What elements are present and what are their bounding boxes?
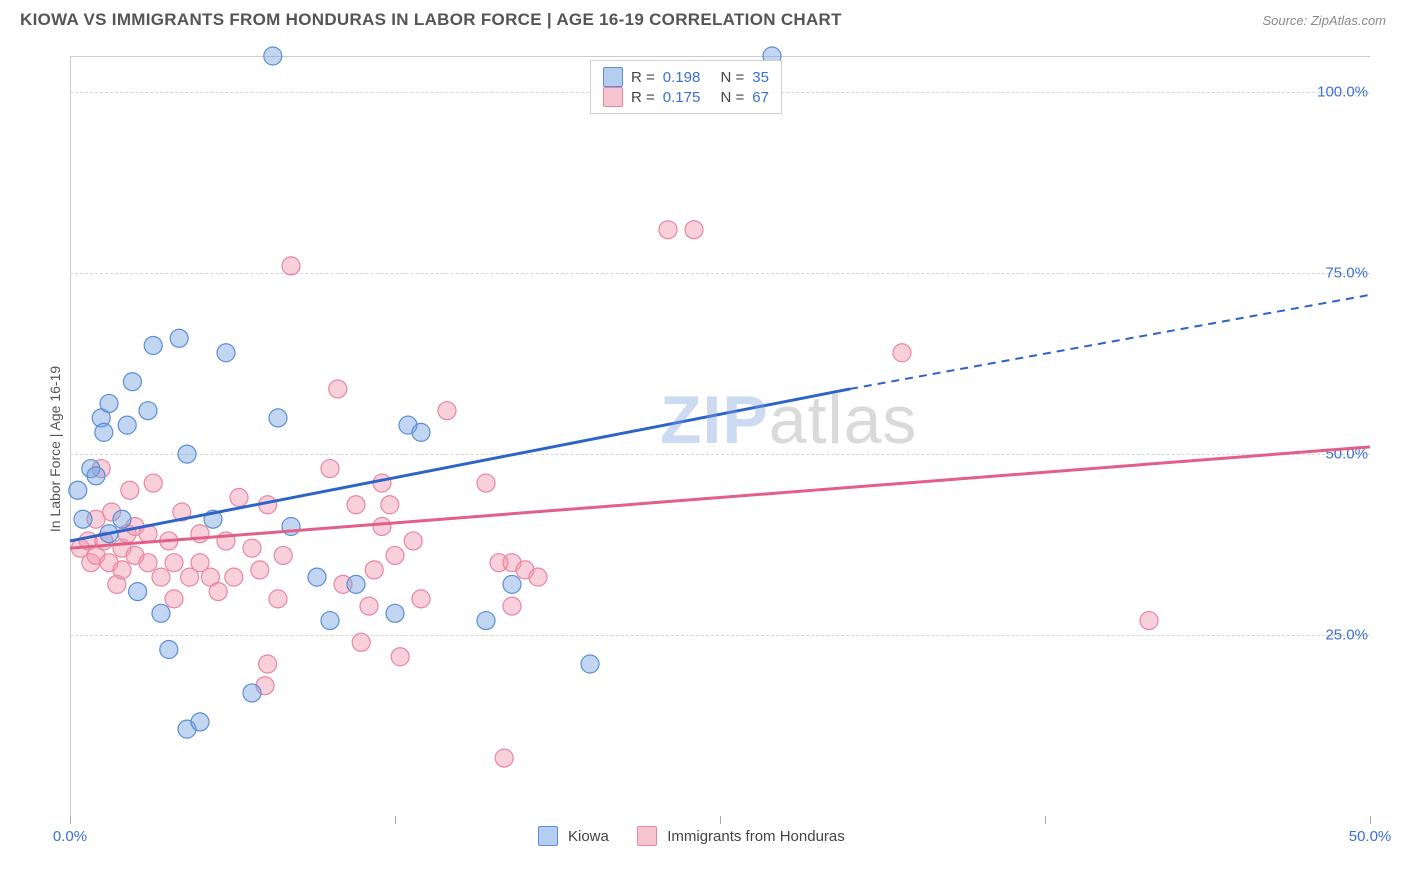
swatch-blue-icon	[603, 67, 623, 87]
legend-label-kiowa: Kiowa	[568, 828, 609, 845]
data-point	[74, 510, 92, 528]
data-point	[282, 257, 300, 275]
r-value-blue: 0.198	[663, 69, 701, 86]
data-point	[230, 489, 248, 507]
correlation-legend: R = 0.198 N = 35 R = 0.175 N = 67	[590, 60, 782, 114]
data-point	[1140, 612, 1158, 630]
data-point	[69, 481, 87, 499]
data-point	[178, 445, 196, 463]
data-point	[352, 633, 370, 651]
legend-label-honduras: Immigrants from Honduras	[667, 828, 845, 845]
data-point	[274, 546, 292, 564]
data-point	[581, 655, 599, 673]
data-point	[386, 546, 404, 564]
data-point	[321, 460, 339, 478]
data-point	[373, 517, 391, 535]
data-point	[243, 684, 261, 702]
data-point	[243, 539, 261, 557]
data-point	[259, 655, 277, 673]
chart-container: In Labor Force | Age 16-19 25.0%50.0%75.…	[20, 46, 1386, 872]
r-label: R =	[631, 69, 655, 86]
data-point	[329, 380, 347, 398]
data-point	[209, 583, 227, 601]
data-point	[264, 47, 282, 65]
data-point	[87, 467, 105, 485]
data-point	[129, 583, 147, 601]
legend-row-blue: R = 0.198 N = 35	[603, 67, 769, 87]
data-point	[160, 641, 178, 659]
data-point	[165, 554, 183, 572]
data-point	[477, 474, 495, 492]
data-point	[308, 568, 326, 586]
data-point	[113, 510, 131, 528]
n-label: N =	[720, 89, 744, 106]
data-point	[347, 496, 365, 514]
data-point	[391, 648, 409, 666]
data-point	[503, 597, 521, 615]
data-point	[165, 590, 183, 608]
data-point	[113, 561, 131, 579]
r-label: R =	[631, 89, 655, 106]
data-point	[217, 344, 235, 362]
data-point	[144, 337, 162, 355]
n-label: N =	[720, 69, 744, 86]
data-point	[121, 481, 139, 499]
data-point	[144, 474, 162, 492]
data-point	[100, 394, 118, 412]
data-point	[477, 612, 495, 630]
data-point	[139, 554, 157, 572]
data-point	[893, 344, 911, 362]
data-point	[381, 496, 399, 514]
data-point	[269, 590, 287, 608]
data-point	[365, 561, 383, 579]
data-point	[659, 221, 677, 239]
data-point	[321, 612, 339, 630]
data-point	[118, 416, 136, 434]
data-point	[225, 568, 243, 586]
data-point	[503, 575, 521, 593]
data-point	[139, 402, 157, 420]
data-point	[269, 409, 287, 427]
n-value-pink: 67	[752, 89, 769, 106]
data-point	[170, 329, 188, 347]
n-value-blue: 35	[752, 69, 769, 86]
data-point	[347, 575, 365, 593]
data-point	[251, 561, 269, 579]
data-point	[373, 474, 391, 492]
data-point	[495, 749, 513, 767]
data-point	[404, 532, 422, 550]
data-point	[386, 604, 404, 622]
scatter-svg	[20, 46, 1406, 856]
data-point	[191, 713, 209, 731]
legend-row-pink: R = 0.175 N = 67	[603, 87, 769, 107]
data-point	[95, 423, 113, 441]
data-point	[529, 568, 547, 586]
swatch-pink-icon	[603, 87, 623, 107]
data-point	[360, 597, 378, 615]
data-point	[152, 568, 170, 586]
data-point	[412, 590, 430, 608]
data-point	[685, 221, 703, 239]
source-label: Source: ZipAtlas.com	[1262, 13, 1386, 28]
data-point	[438, 402, 456, 420]
series-legend: Kiowa Immigrants from Honduras	[538, 826, 845, 846]
chart-title: KIOWA VS IMMIGRANTS FROM HONDURAS IN LAB…	[20, 10, 842, 30]
swatch-pink-icon	[637, 826, 657, 846]
trend-line	[850, 295, 1370, 389]
data-point	[123, 373, 141, 391]
data-point	[152, 604, 170, 622]
swatch-blue-icon	[538, 826, 558, 846]
data-point	[412, 423, 430, 441]
r-value-pink: 0.175	[663, 89, 701, 106]
